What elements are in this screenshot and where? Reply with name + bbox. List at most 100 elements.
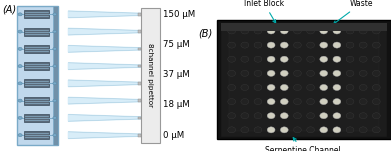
Polygon shape: [68, 46, 141, 52]
Circle shape: [359, 56, 367, 62]
Circle shape: [359, 99, 367, 105]
Circle shape: [53, 48, 57, 50]
Circle shape: [228, 127, 235, 133]
Circle shape: [333, 70, 341, 76]
Circle shape: [254, 127, 262, 133]
Circle shape: [307, 99, 314, 105]
Circle shape: [294, 127, 301, 133]
Circle shape: [346, 56, 354, 62]
Bar: [138, 65, 141, 67]
Circle shape: [320, 127, 328, 133]
Circle shape: [346, 127, 354, 133]
Circle shape: [333, 28, 341, 34]
Circle shape: [294, 70, 301, 76]
Circle shape: [346, 84, 354, 90]
Circle shape: [320, 28, 328, 34]
Circle shape: [254, 42, 262, 48]
Circle shape: [307, 84, 314, 90]
Bar: [138, 99, 141, 102]
Text: Serpentine Channel: Serpentine Channel: [265, 138, 341, 151]
Circle shape: [228, 113, 235, 119]
Bar: [24, 131, 49, 139]
Text: 150 μM: 150 μM: [163, 10, 195, 19]
Circle shape: [241, 84, 249, 90]
Circle shape: [333, 42, 341, 48]
Circle shape: [320, 84, 328, 90]
Text: 0 μM: 0 μM: [163, 131, 184, 140]
Circle shape: [294, 56, 301, 62]
Circle shape: [372, 127, 380, 133]
Text: Waste: Waste: [334, 0, 373, 24]
Polygon shape: [68, 115, 141, 121]
Circle shape: [267, 84, 275, 90]
Circle shape: [18, 116, 22, 119]
Polygon shape: [68, 63, 141, 69]
Circle shape: [53, 134, 57, 137]
Circle shape: [254, 28, 262, 34]
Bar: [24, 45, 49, 53]
Circle shape: [254, 113, 262, 119]
Circle shape: [280, 28, 288, 34]
Circle shape: [320, 113, 328, 119]
Circle shape: [294, 28, 301, 34]
Bar: [24, 114, 49, 122]
Circle shape: [372, 28, 380, 34]
Circle shape: [53, 117, 57, 119]
Circle shape: [359, 127, 367, 133]
Text: 75 μM: 75 μM: [163, 40, 189, 49]
Circle shape: [372, 42, 380, 48]
Polygon shape: [68, 28, 141, 35]
Circle shape: [53, 30, 57, 33]
Bar: [24, 10, 49, 18]
Circle shape: [280, 84, 288, 90]
Circle shape: [307, 56, 314, 62]
Circle shape: [307, 70, 314, 76]
Polygon shape: [68, 97, 141, 104]
Bar: [24, 62, 49, 70]
Bar: [217, 20, 391, 139]
Circle shape: [333, 84, 341, 90]
Circle shape: [241, 56, 249, 62]
Circle shape: [241, 70, 249, 76]
Polygon shape: [68, 132, 141, 138]
Circle shape: [346, 28, 354, 34]
Circle shape: [320, 70, 328, 76]
Circle shape: [294, 42, 301, 48]
Text: 8channel pipettor: 8channel pipettor: [147, 43, 153, 108]
Circle shape: [254, 99, 262, 105]
Circle shape: [241, 113, 249, 119]
Circle shape: [254, 56, 262, 62]
Circle shape: [18, 99, 22, 102]
Circle shape: [294, 84, 301, 90]
Bar: [24, 28, 49, 35]
Circle shape: [346, 99, 354, 105]
Bar: [138, 13, 141, 16]
Text: Inlet Block: Inlet Block: [244, 0, 284, 23]
Circle shape: [359, 28, 367, 34]
Circle shape: [372, 70, 380, 76]
Circle shape: [359, 84, 367, 90]
Circle shape: [333, 99, 341, 105]
Bar: [221, 23, 387, 137]
Circle shape: [307, 28, 314, 34]
Polygon shape: [68, 80, 141, 87]
Bar: [141, 8, 160, 143]
Circle shape: [18, 47, 22, 50]
Bar: [138, 30, 141, 33]
Bar: [229, 29, 379, 131]
Circle shape: [372, 56, 380, 62]
Circle shape: [18, 13, 22, 16]
Bar: [221, 23, 387, 31]
Text: 37 μM: 37 μM: [163, 70, 189, 79]
Bar: [54, 6, 58, 145]
Circle shape: [359, 70, 367, 76]
Circle shape: [333, 113, 341, 119]
Circle shape: [267, 113, 275, 119]
Circle shape: [346, 70, 354, 76]
Circle shape: [228, 99, 235, 105]
Circle shape: [228, 56, 235, 62]
Circle shape: [53, 82, 57, 85]
Circle shape: [280, 56, 288, 62]
Bar: [24, 79, 49, 87]
Bar: [138, 48, 141, 50]
